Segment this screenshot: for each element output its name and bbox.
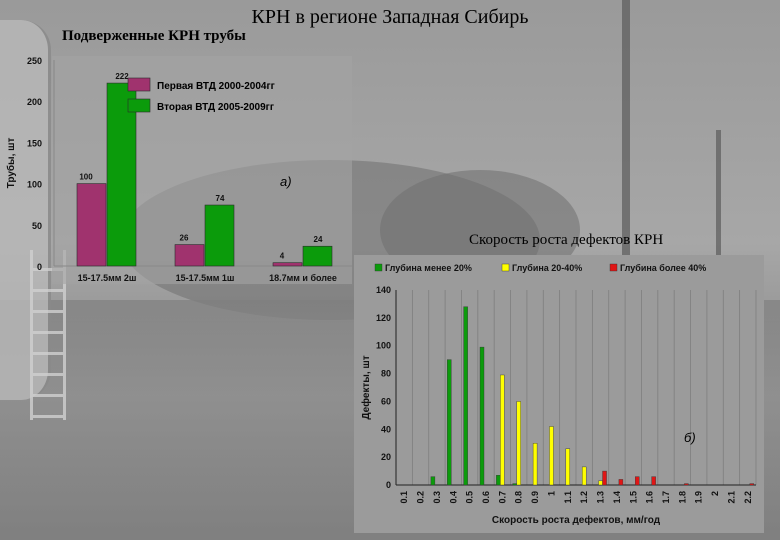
legend-label: Вторая ВТД 2005-2009гг	[157, 102, 274, 113]
data-label: 100	[79, 173, 93, 182]
legend-swatch	[501, 263, 510, 272]
y-tick-label: 100	[27, 180, 42, 190]
x-tick-label: 0.8	[514, 491, 524, 504]
bar	[618, 479, 624, 486]
x-tick-label: 2	[710, 491, 720, 496]
background-tower	[716, 130, 721, 300]
x-tick-label: 18.7мм и более	[269, 273, 337, 283]
x-tick-label: 0.1	[399, 491, 409, 504]
bar	[106, 82, 137, 267]
bar	[532, 443, 538, 486]
bar	[496, 475, 501, 486]
x-tick-label: 0.9	[530, 491, 540, 504]
y-tick-label: 150	[27, 138, 42, 148]
x-tick-label: 1.8	[677, 491, 687, 504]
y-tick-label: 120	[376, 313, 391, 323]
x-tick-label: 1.9	[694, 491, 704, 504]
legend-label: Глубина более 40%	[620, 263, 706, 273]
x-tick-label: 1.1	[563, 491, 573, 504]
x-tick-label: 1.2	[579, 491, 589, 504]
panel-label-b: б)	[684, 430, 696, 445]
x-tick-label: 15-17.5мм 1ш	[176, 273, 235, 283]
x-tick-label: 0.4	[448, 491, 458, 504]
legend-swatch	[609, 263, 618, 272]
bar	[581, 466, 587, 486]
data-label: 24	[314, 235, 323, 244]
data-label: 26	[180, 234, 189, 243]
bar	[174, 244, 205, 267]
y-tick-label: 100	[376, 341, 391, 351]
x-axis-label: Скорость роста дефектов, мм/год	[492, 514, 661, 526]
bar	[512, 483, 517, 486]
bar	[302, 245, 333, 267]
y-tick-label: 200	[27, 97, 42, 107]
y-axis-label: Трубы, шт	[5, 138, 17, 189]
data-label: 4	[280, 252, 285, 261]
x-tick-label: 15-17.5мм 2ш	[78, 273, 137, 283]
panel-label-a: а)	[280, 174, 292, 189]
legend-label: Первая ВТД 2000-2004гг	[157, 81, 275, 92]
x-tick-label: 1.5	[628, 491, 638, 504]
legend-swatch	[127, 77, 151, 92]
bar	[479, 346, 485, 486]
legend-label: Глубина 20-40%	[512, 263, 582, 273]
chart1-subtitle: Подверженные КРН трубы	[62, 28, 246, 44]
x-tick-label: 1.6	[645, 491, 655, 504]
legend-swatch	[374, 263, 383, 272]
x-tick-label: 2.1	[726, 491, 736, 504]
y-tick-label: 20	[381, 452, 391, 462]
legend-label: Глубина менее 20%	[385, 263, 472, 273]
chart2-title: Скорость роста дефектов КРН	[469, 232, 664, 248]
bar	[463, 306, 468, 486]
y-tick-label: 140	[376, 285, 391, 295]
bar	[565, 448, 571, 486]
bar	[684, 483, 689, 486]
bar	[447, 359, 452, 486]
bar	[602, 470, 607, 486]
bar	[651, 476, 656, 486]
bar	[430, 476, 436, 486]
data-label: 222	[115, 72, 129, 81]
x-tick-label: 0.5	[465, 491, 475, 504]
bar	[598, 480, 603, 486]
x-tick-label: 1.4	[612, 491, 622, 504]
y-tick-label: 60	[381, 396, 391, 406]
bar	[500, 374, 505, 486]
y-tick-label: 0	[37, 262, 42, 272]
x-tick-label: 2.2	[743, 491, 753, 504]
x-tick-label: 0.6	[481, 491, 491, 504]
y-tick-label: 50	[32, 221, 42, 231]
y-tick-label: 40	[381, 424, 391, 434]
bar	[76, 183, 107, 267]
x-tick-label: 0.3	[432, 491, 442, 504]
chart-b-panel	[354, 255, 764, 533]
x-tick-label: 1.7	[661, 491, 671, 504]
bar	[749, 483, 755, 486]
x-tick-label: 0.2	[416, 491, 426, 504]
x-tick-label: 1.3	[596, 491, 606, 504]
x-tick-label: 1	[546, 491, 556, 496]
legend-swatch	[127, 98, 151, 113]
y-tick-label: 250	[27, 56, 42, 66]
bar	[516, 401, 521, 486]
y-axis-label: Дефекты, шт	[360, 355, 372, 419]
bar	[204, 204, 235, 267]
bar	[272, 262, 303, 267]
background-tower	[622, 0, 630, 300]
bar	[549, 426, 554, 486]
x-tick-label: 0.7	[497, 491, 507, 504]
data-label: 74	[216, 194, 225, 203]
bar	[635, 476, 640, 486]
slide-title: КРН в регионе Западная Сибирь	[251, 6, 529, 28]
y-tick-label: 80	[381, 369, 391, 379]
y-tick-label: 0	[386, 480, 391, 490]
